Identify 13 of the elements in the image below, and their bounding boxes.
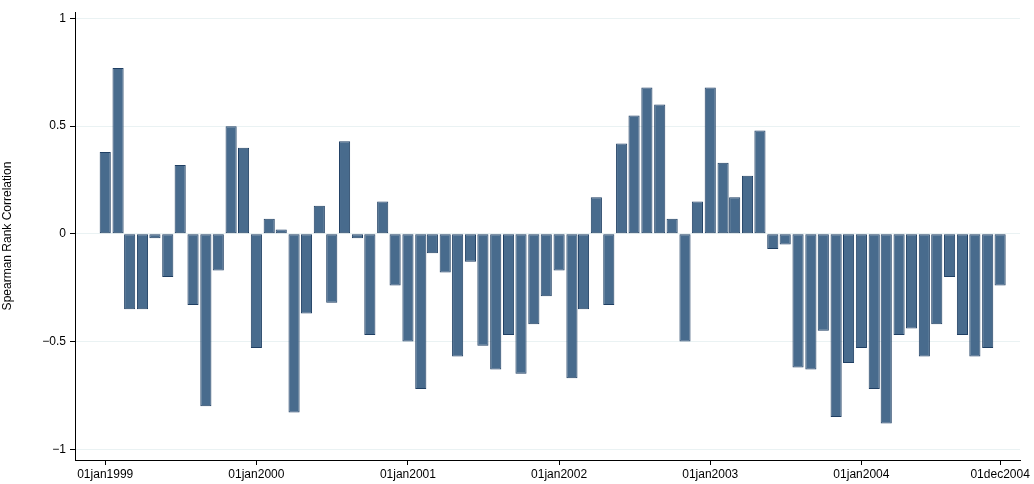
x-tick-label: 01dec2004	[970, 466, 1031, 481]
x-tick-label: 01jan2001	[379, 466, 437, 481]
y-tick-label: 1	[59, 10, 67, 25]
x-tick-label: 01jan1999	[77, 466, 134, 481]
x-tick-label: 01jan2002	[531, 466, 588, 481]
y-axis-title: Spearman Rank Correlation	[0, 161, 14, 311]
y-tick-label: −1	[52, 441, 67, 456]
x-tick-label: 01jan2004	[833, 466, 890, 481]
y-tick-label: 0	[59, 226, 67, 241]
y-tick-label: 0.5	[49, 118, 67, 133]
x-tick-label: 01jan2000	[228, 466, 285, 481]
y-tick-label: −0.5	[42, 333, 67, 348]
x-tick-label: 01jan2003	[682, 466, 739, 481]
